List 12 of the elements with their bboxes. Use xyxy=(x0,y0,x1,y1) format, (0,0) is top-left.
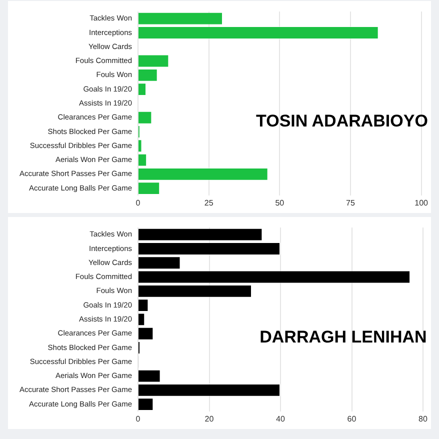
text: TOSIN ADARABIOYO xyxy=(256,112,428,131)
x-tick-label: 50 xyxy=(275,198,285,208)
x-tick-label: 75 xyxy=(346,198,356,208)
text: DARRAGH LENIHAN xyxy=(260,328,427,347)
x-tick-label: 0 xyxy=(136,198,141,208)
x-tick-label: 80 xyxy=(418,414,428,424)
x-tick-label: 100 xyxy=(414,198,429,208)
x-tick-label: 40 xyxy=(276,414,286,424)
x-tick-label: 60 xyxy=(347,414,357,424)
x-tick-label: 0 xyxy=(136,414,141,424)
x-tick-label: 20 xyxy=(204,414,214,424)
x-tick-label: 25 xyxy=(204,198,214,208)
